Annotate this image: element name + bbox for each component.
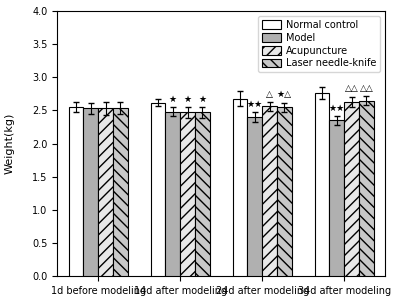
Bar bbox=[359, 101, 374, 276]
Bar bbox=[262, 106, 277, 276]
Bar bbox=[166, 112, 180, 276]
Text: ★: ★ bbox=[184, 95, 192, 104]
Bar bbox=[98, 108, 113, 276]
Text: ★: ★ bbox=[198, 95, 206, 104]
Text: ★★: ★★ bbox=[247, 99, 263, 108]
Bar bbox=[151, 102, 166, 276]
Text: ★△: ★△ bbox=[277, 90, 292, 99]
Bar bbox=[330, 120, 344, 276]
Bar bbox=[180, 112, 195, 276]
Text: △△: △△ bbox=[360, 84, 373, 92]
Bar bbox=[344, 102, 359, 276]
Y-axis label: Weight(kg): Weight(kg) bbox=[5, 113, 15, 174]
Bar bbox=[233, 98, 248, 276]
Bar bbox=[248, 117, 262, 276]
Text: ★: ★ bbox=[169, 95, 177, 104]
Bar bbox=[113, 108, 128, 276]
Bar bbox=[84, 108, 98, 276]
Text: △: △ bbox=[266, 89, 273, 98]
Legend: Normal control, Model, Acupuncture, Laser needle-knife: Normal control, Model, Acupuncture, Lase… bbox=[258, 16, 380, 72]
Bar bbox=[69, 107, 84, 276]
Bar bbox=[195, 112, 210, 276]
Text: △△: △△ bbox=[345, 84, 358, 93]
Text: ★★: ★★ bbox=[329, 103, 345, 112]
Bar bbox=[277, 107, 292, 276]
Bar bbox=[315, 92, 330, 276]
